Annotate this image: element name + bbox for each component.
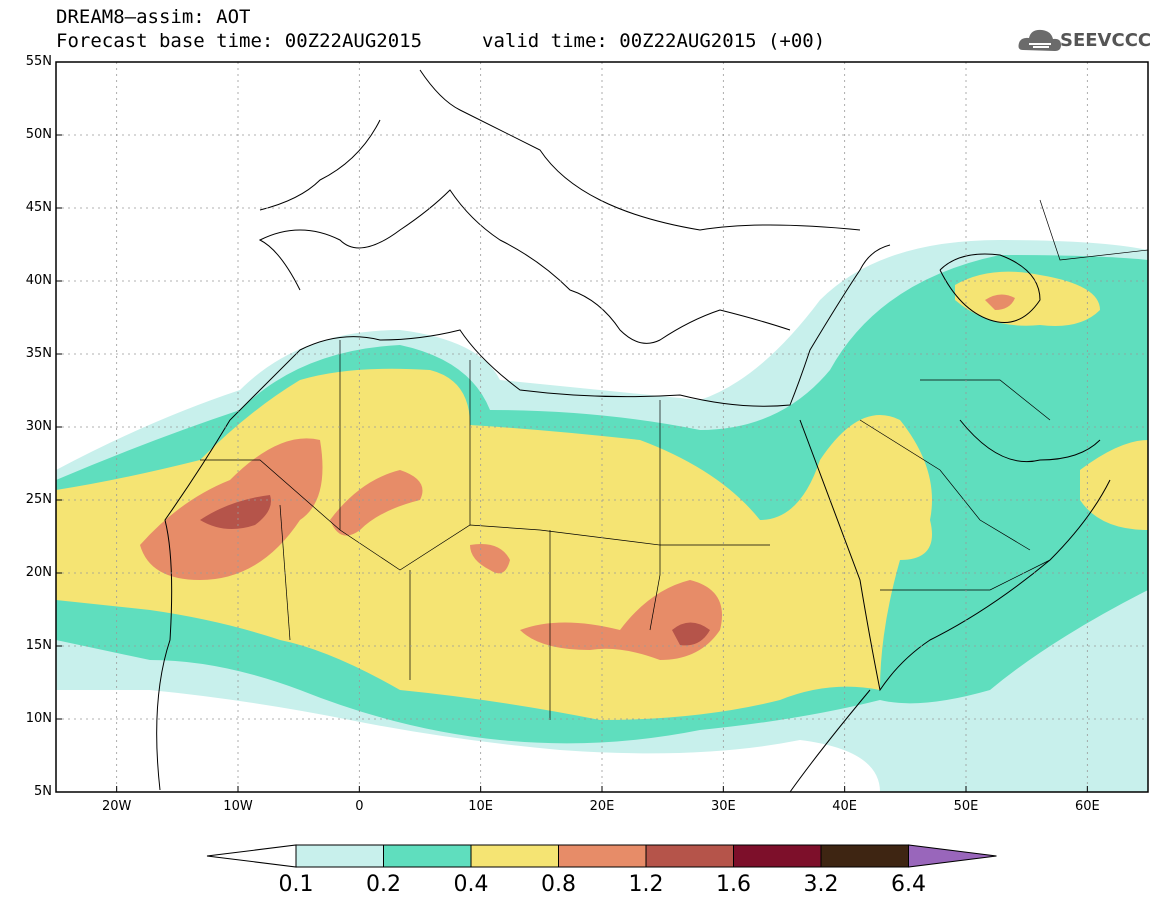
coastlines xyxy=(156,69,1111,792)
aot-level-0.4-gulf xyxy=(1080,440,1148,530)
colorbar-max-arrow xyxy=(908,844,997,868)
lat-label: 5N xyxy=(34,784,52,799)
colorbar-label: 0.8 xyxy=(541,872,576,897)
colorbar-label: 0.2 xyxy=(366,872,401,897)
colorbar-segment xyxy=(645,844,734,868)
aot-level-0.8-c xyxy=(520,580,722,660)
lon-label: 30E xyxy=(710,799,736,814)
colorbar-segment xyxy=(733,844,822,868)
aot-level-0.8-d xyxy=(470,544,510,574)
valid-time: valid time: 00Z22AUG2015 (+00) xyxy=(482,30,826,52)
forecast-base-time: Forecast base time: 00Z22AUG2015 xyxy=(56,30,423,52)
lon-label: 0 xyxy=(355,799,364,814)
aot-level-0.4-caspian xyxy=(955,271,1100,326)
lat-label: 20N xyxy=(25,565,52,580)
lon-label: 20W xyxy=(101,799,132,814)
lon-label: 40E xyxy=(832,799,858,814)
map-title: DREAM8–assim: AOT xyxy=(56,6,251,28)
aot-level-1.2 xyxy=(200,495,271,529)
map-gridlines xyxy=(56,62,1148,792)
lon-label: 60E xyxy=(1074,799,1100,814)
colorbar-label: 3.2 xyxy=(803,872,839,897)
lat-label: 45N xyxy=(25,200,52,215)
lon-label: 10E xyxy=(468,799,494,814)
colorbar-label: 6.4 xyxy=(891,872,926,897)
lon-label: 20E xyxy=(589,799,615,814)
colorbar xyxy=(206,844,997,868)
lat-label: 55N xyxy=(25,54,52,69)
lat-label: 35N xyxy=(25,346,52,361)
lat-label: 25N xyxy=(25,492,52,507)
lon-label: 10W xyxy=(223,799,253,814)
aot-level-1.2-b xyxy=(672,622,710,646)
lat-label: 15N xyxy=(25,638,52,653)
cloud-logo-icon xyxy=(1018,29,1061,51)
aot-level-0.8-e xyxy=(985,294,1015,310)
aot-contours xyxy=(56,240,1148,792)
colorbar-segment xyxy=(820,844,909,868)
lat-label: 50N xyxy=(25,127,52,142)
colorbar-label: 1.6 xyxy=(716,872,751,897)
colorbar-segment xyxy=(558,844,647,868)
colorbar-segment xyxy=(470,844,559,868)
axis-ticks xyxy=(56,61,1088,793)
colorbar-label: 0.1 xyxy=(278,872,314,897)
colorbar-segment xyxy=(295,844,384,868)
aot-level-0.8-b xyxy=(330,470,423,536)
lat-label: 30N xyxy=(25,419,52,434)
colorbar-min-arrow xyxy=(206,844,297,868)
colorbar-label: 1.2 xyxy=(628,872,664,897)
colorbar-segment xyxy=(383,844,472,868)
lat-label: 10N xyxy=(25,711,52,726)
lon-label: 50E xyxy=(953,799,979,814)
lat-label: 40N xyxy=(25,273,52,288)
logo-text: SEEVCCC xyxy=(1060,30,1152,51)
colorbar-label: 0.4 xyxy=(453,872,489,897)
country-borders xyxy=(200,199,1148,720)
